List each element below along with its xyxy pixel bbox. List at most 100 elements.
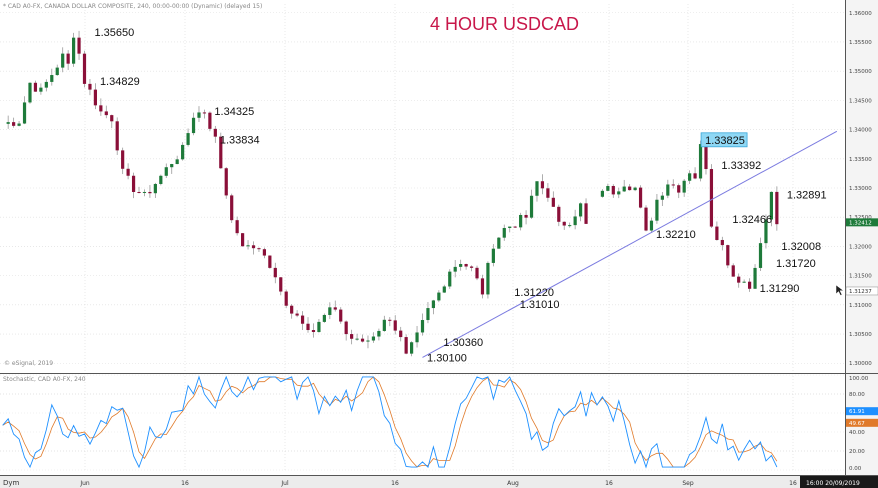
candle-body — [698, 144, 703, 179]
time-tick-label: Aug — [507, 480, 519, 487]
oscillator-tick-label: 80.00 — [849, 392, 865, 398]
candle-body — [688, 173, 692, 181]
time-tick-label: Sep — [682, 480, 694, 487]
candle-body — [388, 319, 392, 321]
support-trendline — [422, 130, 838, 358]
candle-body — [377, 330, 381, 337]
candle-body — [131, 175, 136, 192]
candle-body — [437, 292, 441, 301]
oscillator-marker-label: 49.67 — [849, 421, 865, 427]
time-tick-label: Jul — [280, 480, 289, 487]
candle-body — [99, 105, 103, 112]
candle-body — [671, 184, 675, 186]
candle-body — [502, 227, 506, 238]
candle-body — [409, 342, 414, 354]
candle-body — [426, 308, 430, 321]
price-annotation: 1.33392 — [721, 160, 761, 172]
candle-body — [317, 321, 321, 333]
candle-body — [682, 180, 686, 193]
candle-body — [628, 186, 632, 191]
price-tick-label: 1.35000 — [849, 69, 872, 75]
candle-body — [584, 203, 588, 224]
timestamp-box — [800, 476, 878, 488]
candle-body — [737, 276, 741, 283]
candle-body — [137, 191, 141, 193]
price-tick-label: 1.31500 — [849, 274, 872, 280]
time-tick-label: 16 — [605, 480, 613, 487]
stochastic-k-line — [2, 375, 778, 469]
price-annotation: 1.33825 — [705, 135, 745, 147]
candle-body — [546, 188, 550, 198]
candle-body — [6, 122, 10, 124]
candle-body — [208, 112, 212, 129]
price-annotation: 1.30360 — [443, 337, 483, 349]
candle-body — [110, 115, 114, 122]
candle-body — [39, 87, 43, 92]
candle-body — [28, 82, 32, 103]
candle-body — [753, 267, 757, 289]
candle-body — [235, 220, 239, 234]
candle-body — [442, 286, 446, 293]
candle-body — [475, 267, 479, 279]
candle-body — [535, 181, 539, 196]
candle-body — [459, 264, 463, 267]
candle-body — [240, 233, 245, 247]
price-annotation: 1.33834 — [220, 135, 260, 147]
time-tick-label: 16 — [181, 480, 189, 487]
price-tick-label: 1.33000 — [849, 186, 872, 192]
chart-title: 4 HOUR USDCAD — [430, 14, 579, 34]
candle-body — [181, 144, 185, 160]
candle-body — [295, 313, 299, 316]
price-annotation: 1.31010 — [520, 299, 560, 311]
candle-body — [562, 221, 566, 226]
candle-body — [175, 159, 179, 165]
axis-panel — [845, 0, 878, 488]
candle-body — [611, 185, 615, 195]
candle-body — [333, 307, 337, 310]
candle-body — [246, 245, 250, 247]
candle-body — [649, 220, 654, 231]
candle-body — [420, 320, 425, 333]
candle-body — [126, 168, 130, 176]
candle-body — [720, 239, 724, 246]
price-annotation: 1.32008 — [781, 241, 821, 253]
candle-body — [513, 226, 517, 228]
candle-body — [77, 37, 81, 54]
candles — [6, 30, 779, 357]
candle-body — [279, 277, 283, 292]
candle-body — [524, 214, 528, 218]
time-axis: Jun 16 Jul 16 Aug 16 Sep 16 — [79, 480, 797, 487]
candle-body — [322, 314, 326, 322]
candle-body — [448, 271, 452, 287]
candle-body — [638, 187, 643, 208]
time-tick-label: Jun — [79, 480, 90, 487]
price-annotation: 1.31290 — [760, 283, 800, 295]
candle-body — [660, 195, 664, 200]
candle-body — [61, 53, 65, 68]
price-annotation: 1.32210 — [656, 229, 696, 241]
candle-body — [617, 191, 621, 195]
oscillator-tick-label: 100.00 — [849, 376, 869, 382]
candle-body — [219, 136, 223, 169]
oscillator-marker-label: 61.91 — [849, 409, 865, 415]
price-annotation: 1.31220 — [514, 287, 554, 299]
current-price-box — [846, 218, 878, 227]
candle-body — [300, 315, 305, 324]
candle-body — [344, 321, 348, 335]
candle-body — [191, 117, 196, 134]
candle-body — [715, 226, 719, 240]
watermark: © eSignal, 2019 — [4, 360, 53, 367]
candle-body — [257, 248, 261, 250]
price-annotation: 1.34829 — [100, 76, 140, 88]
stochastic-d-line — [2, 376, 778, 468]
marker-price-box — [845, 286, 878, 296]
oscillator-header: Stochastic, CAD A0-FX, 240 — [3, 376, 86, 383]
candle-body — [557, 206, 561, 222]
candle-body — [55, 67, 59, 76]
price-tick-label: 1.35500 — [849, 40, 872, 46]
candle-body — [453, 266, 457, 272]
price-annotation: 1.32891 — [787, 189, 827, 201]
oscillator-marker-box — [846, 418, 878, 427]
